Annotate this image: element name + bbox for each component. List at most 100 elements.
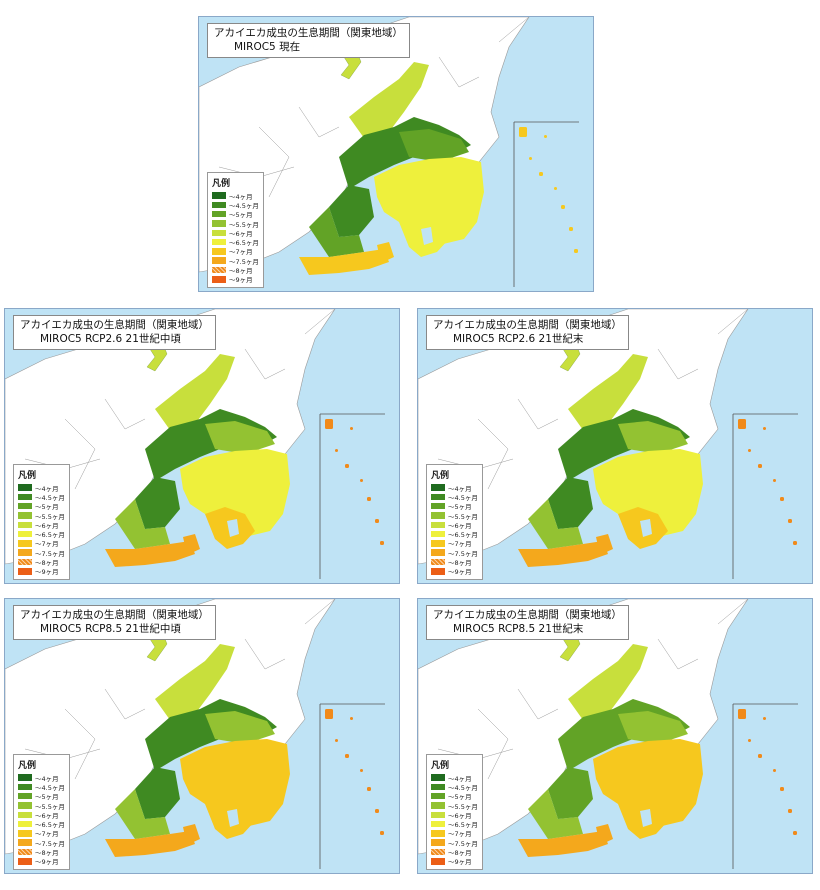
legend-label: ～7ヶ月: [448, 540, 472, 549]
legend-item: ～7.5ヶ月: [431, 838, 478, 848]
izu-peninsula: [183, 824, 200, 845]
legend-swatch: [18, 549, 32, 556]
legend-item: ～6ヶ月: [18, 520, 65, 530]
izu-island: [539, 172, 543, 176]
mountain-zone-south: [548, 767, 593, 819]
legend-item: ～4.5ヶ月: [18, 492, 65, 502]
legend-label: ～4.5ヶ月: [448, 783, 478, 792]
prefecture-boundary: [104, 688, 146, 720]
izu-island: [325, 419, 333, 429]
legend-label: ～7ヶ月: [229, 248, 253, 257]
map-subtitle-text: MIROC5 RCP2.6 21世紀末: [453, 333, 584, 345]
mountain-zone-south: [329, 185, 374, 237]
izu-island: [748, 449, 751, 452]
legend-title: 凡例: [431, 471, 450, 481]
legend-label: ～5ヶ月: [448, 793, 472, 802]
legend-item: ～6.5ヶ月: [18, 819, 65, 829]
legend-swatch: [431, 848, 445, 856]
izu-island: [763, 427, 766, 430]
mountain-zone-south: [135, 477, 180, 529]
legend-label: ～6ヶ月: [448, 811, 472, 820]
map-subtitle-text: MIROC5 RCP2.6 21世紀中頃: [40, 333, 181, 345]
legend-item: ～4ヶ月: [18, 773, 65, 783]
prefecture-boundary: [717, 309, 749, 335]
izu-island: [360, 479, 363, 482]
izu-island: [763, 717, 766, 720]
map-title: アカイエカ成虫の生息期間（関東地域） MIROC5 RCP8.5 21世紀末: [426, 605, 629, 640]
legend-label: ～9ヶ月: [229, 276, 253, 285]
legend-item: ～6.5ヶ月: [18, 529, 65, 539]
inset-frame: [319, 703, 385, 869]
legend-item: ～9ヶ月: [18, 567, 65, 576]
legend-item: ～5ヶ月: [212, 210, 259, 219]
legend-label: ～7.5ヶ月: [448, 549, 478, 558]
prefecture-boundary: [244, 348, 286, 380]
legend-item: ～7ヶ月: [431, 829, 478, 838]
legend-swatch: [18, 792, 32, 800]
legend-item: ～4.5ヶ月: [212, 200, 259, 210]
prefecture-boundary: [477, 418, 509, 490]
legend-label: ～4.5ヶ月: [35, 493, 65, 502]
legend-swatch: [212, 266, 226, 274]
legend-label: ～6ヶ月: [35, 521, 59, 530]
inset-frame: [319, 413, 385, 579]
izu-island: [325, 709, 333, 719]
izu-island: [529, 157, 532, 160]
izu-island: [360, 769, 363, 772]
inset-frame: [732, 413, 798, 579]
legend-item: ～8ヶ月: [18, 847, 65, 858]
legend-item: ～5.5ヶ月: [18, 511, 65, 521]
legend-swatch: [431, 839, 445, 846]
legend-swatch: [18, 830, 32, 837]
tokyo-bay: [227, 519, 239, 537]
prefecture-boundary: [477, 708, 509, 780]
map-title: アカイエカ成虫の生息期間（関東地域） MIROC5 現在: [207, 23, 410, 58]
legend-label: ～9ヶ月: [35, 568, 59, 577]
panel-rcp85-mid: アカイエカ成虫の生息期間（関東地域） MIROC5 RCP8.5 21世紀中頃 凡例…: [4, 598, 400, 874]
tokyo-bay: [640, 809, 652, 827]
highland-zone-north: [399, 129, 469, 162]
prefecture-boundary: [517, 398, 559, 430]
legend-swatch: [431, 540, 445, 547]
legend-swatch: [18, 858, 32, 865]
izu-island: [738, 419, 746, 429]
prefecture-boundary: [438, 56, 480, 88]
legend-swatch: [212, 229, 226, 237]
izu-island: [773, 769, 776, 772]
legend-item: ～5.5ヶ月: [431, 801, 478, 811]
legend-swatch: [18, 811, 32, 819]
izu-island: [569, 227, 573, 231]
legend-label: ～4ヶ月: [448, 484, 472, 493]
map-title: アカイエカ成虫の生息期間（関東地域） MIROC5 RCP2.6 21世紀中頃: [13, 315, 216, 350]
legend-label: ～4ヶ月: [448, 774, 472, 783]
legend-label: ～5.5ヶ月: [448, 512, 478, 521]
legend-label: ～4ヶ月: [229, 192, 253, 201]
legend-item: ～6ヶ月: [18, 810, 65, 820]
south-coast: [518, 541, 608, 567]
niigata-coast: [568, 354, 648, 437]
legend-label: ～7.5ヶ月: [448, 839, 478, 848]
legend-item: ～5.5ヶ月: [212, 219, 259, 229]
legend-item: ～4.5ヶ月: [431, 782, 478, 792]
legend-item: ～7ヶ月: [212, 247, 259, 256]
legend-label: ～5ヶ月: [229, 211, 253, 220]
highland-zone: [115, 499, 170, 549]
izu-island: [380, 831, 384, 835]
izu-island: [788, 809, 792, 813]
legend-label: ～4ヶ月: [35, 774, 59, 783]
legend-label: ～9ヶ月: [35, 858, 59, 867]
legend-swatch: [431, 811, 445, 819]
prefecture-boundary: [657, 638, 699, 670]
izu-island: [793, 831, 797, 835]
izu-island: [574, 249, 578, 253]
south-coast: [299, 249, 389, 275]
legend-item: ～9ヶ月: [18, 857, 65, 866]
map-title-text: アカイエカ成虫の生息期間（関東地域）: [433, 319, 622, 331]
map-svg: [5, 309, 385, 579]
legend-label: ～5ヶ月: [448, 503, 472, 512]
map-subtitle-text: MIROC5 現在: [234, 41, 301, 53]
legend: 凡例 ～4ヶ月 ～4.5ヶ月 ～5ヶ月 ～5.5ヶ月 ～6ヶ月 ～6.5ヶ月 ～7ヶ月 ～7.5…: [426, 754, 483, 870]
map-title-text: アカイエカ成虫の生息期間（関東地域）: [433, 609, 622, 621]
legend-item: ～7.5ヶ月: [212, 256, 259, 266]
legend-label: ～8ヶ月: [35, 849, 59, 858]
